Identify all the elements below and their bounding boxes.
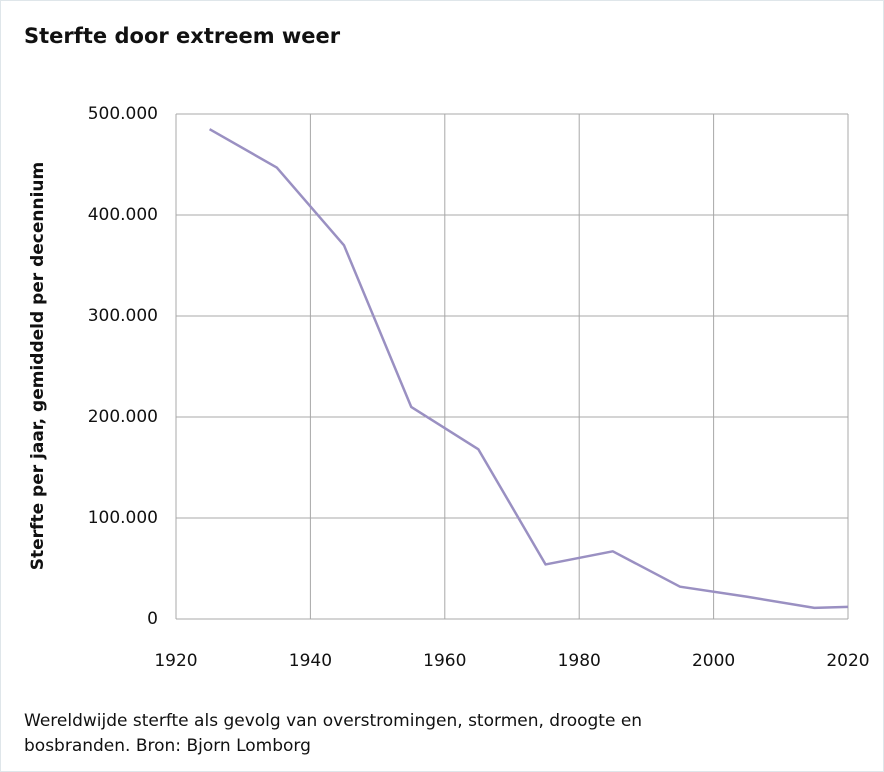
x-tick-label: 2000 bbox=[692, 651, 735, 671]
data-line bbox=[208, 128, 849, 610]
y-tick-label: 0 bbox=[147, 609, 158, 629]
x-tick-label: 1920 bbox=[154, 651, 197, 671]
y-tick-label: 200.000 bbox=[88, 407, 158, 427]
x-tick-label: 1980 bbox=[558, 651, 601, 671]
x-tick-label: 1940 bbox=[289, 651, 332, 671]
x-tick-label: 2020 bbox=[826, 651, 869, 671]
y-tick-label: 500.000 bbox=[88, 104, 158, 124]
caption: Wereldwijde sterfte als gevolg van overs… bbox=[24, 711, 642, 731]
x-tick-label: 1960 bbox=[423, 651, 466, 671]
y-tick-label: 400.000 bbox=[88, 205, 158, 225]
caption: bosbranden. Bron: Bjorn Lomborg bbox=[24, 736, 311, 756]
chart-title: Sterfte door extreem weer bbox=[24, 24, 341, 48]
y-tick-label: 300.000 bbox=[88, 306, 158, 326]
y-tick-label: 100.000 bbox=[88, 508, 158, 528]
y-axis-label: Sterfte per jaar, gemiddeld per decenniu… bbox=[28, 162, 48, 570]
